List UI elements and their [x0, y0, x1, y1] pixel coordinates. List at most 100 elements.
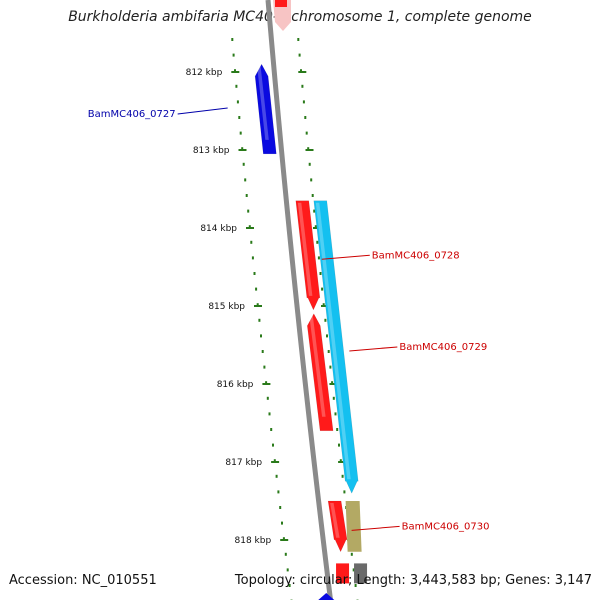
ruler-dot: [321, 287, 324, 291]
ruler-dot: [284, 552, 287, 556]
gene-label-leader: [351, 525, 400, 531]
gene-arrow-offscreen-top[interactable]: [275, 0, 287, 7]
ruler-dot: [334, 412, 337, 416]
gene-arrow-shade: [257, 66, 269, 140]
ruler-dot: [300, 69, 302, 73]
ruler-dot: [311, 194, 314, 197]
kbp-tick-mark: [262, 383, 271, 385]
ruler-dot: [279, 506, 282, 509]
kbp-tick-mark: [231, 71, 240, 73]
backbone-layer: [265, 0, 334, 600]
ruler-dot: [343, 490, 346, 494]
kbp-tick-mark: [238, 149, 247, 151]
gene-layer: [254, 63, 368, 600]
gene-arrow[interactable]: [327, 500, 348, 553]
genome-backbone: [265, 0, 334, 600]
kbp-tick-mark-outer: [321, 305, 329, 307]
ruler-dot: [281, 521, 283, 525]
ruler-dot: [232, 53, 235, 57]
gene-label[interactable]: BamMC406_0727: [88, 109, 176, 120]
ruler-dot: [336, 428, 339, 431]
ruler-dot: [268, 412, 271, 416]
ruler-dot: [352, 568, 355, 572]
ruler-dot: [260, 334, 262, 338]
ruler-dot: [288, 584, 291, 587]
gene-arrow[interactable]: [313, 200, 359, 494]
gene-arrow[interactable]: [295, 200, 321, 311]
gene-arrow-offscreen-bottom[interactable]: [336, 563, 350, 584]
ruler-dot: [322, 303, 325, 307]
ruler-dot: [298, 53, 301, 57]
ruler-dot: [331, 381, 334, 385]
gene-label[interactable]: BamMC406_0730: [402, 521, 490, 532]
gene-arrow-shade: [315, 202, 351, 480]
kbp-tick-mark: [254, 305, 262, 307]
ruler-dot: [256, 303, 259, 307]
ruler-dot: [238, 116, 241, 119]
ruler-dot: [263, 365, 266, 369]
gene-label-leader: [321, 254, 370, 260]
ruler-dot: [270, 428, 273, 431]
ruler-dot: [253, 272, 256, 275]
ruler-dot: [339, 459, 342, 463]
ruler-dot: [273, 459, 276, 463]
ruler-dot: [251, 256, 254, 260]
ruler-dot: [242, 162, 245, 166]
kbp-tick-mark-outer: [298, 71, 307, 73]
ruler-dot: [341, 474, 344, 478]
kbp-tick-label: 816 kbp: [217, 380, 254, 390]
ruler-dot: [307, 147, 310, 151]
gene-label[interactable]: BamMC406_0729: [399, 342, 487, 353]
ruler-dot: [231, 38, 234, 41]
ruler-dot: [258, 318, 261, 322]
kbp-tick-label: 814 kbp: [200, 224, 237, 234]
gene-label[interactable]: BamMC406_0728: [372, 250, 460, 261]
ruler-dot: [305, 131, 308, 135]
gene-arrow-offscreen-bottom[interactable]: [318, 593, 335, 600]
ruler-dot: [313, 209, 316, 213]
gene-label-leader: [349, 346, 398, 352]
kbp-tick-mark-outer: [305, 149, 314, 151]
gene-arrow-shade: [330, 503, 340, 538]
ruler-dot: [326, 334, 328, 338]
gene-label-leader: [177, 107, 228, 115]
ruler-dot: [255, 287, 258, 291]
gene-arrow-shade: [297, 202, 313, 296]
ruler-dot: [235, 84, 238, 88]
ruler-dot: [301, 84, 304, 88]
ruler-dot: [275, 474, 278, 478]
ruler-dot: [272, 443, 274, 447]
kbp-tick-mark-outer: [338, 461, 347, 463]
gene-arrow[interactable]: [307, 313, 334, 432]
ruler-dot: [250, 240, 253, 244]
ruler-dot: [317, 256, 320, 260]
ruler-dot: [329, 365, 332, 369]
ruler-dot: [241, 147, 244, 151]
ruler-dot: [297, 38, 300, 41]
ruler-dot: [302, 100, 305, 104]
ruler-dot: [310, 178, 313, 182]
ruler-dot: [314, 225, 317, 229]
gene-arrow[interactable]: [254, 63, 277, 155]
ruler-dot: [319, 272, 322, 275]
kbp-tick-mark: [280, 539, 289, 541]
gene-arrow-cog[interactable]: [345, 501, 362, 552]
kbp-tick-mark: [246, 227, 254, 229]
ruler-dot: [327, 350, 330, 353]
kbp-tick-label: 812 kbp: [186, 68, 223, 78]
kbp-tick-label: 815 kbp: [208, 302, 245, 312]
ruler-dot: [265, 381, 268, 385]
kbp-tick-label: 813 kbp: [193, 146, 230, 156]
kbp-tick-mark: [271, 461, 280, 463]
gene-arrow-offscreen[interactable]: [273, 0, 291, 31]
ruler-dot: [308, 162, 311, 166]
ruler-dot: [248, 225, 251, 229]
ruler-dot: [277, 490, 280, 494]
gene-label-layer: BamMC406_0727 BamMC406_0728 BamMC406_0729 B…: [88, 107, 490, 532]
ruler-dot: [332, 396, 335, 400]
ruler-dot: [354, 584, 357, 587]
gene-arrow-offscreen-bottom[interactable]: [354, 563, 368, 584]
kbp-tick-label: 818 kbp: [235, 536, 272, 546]
